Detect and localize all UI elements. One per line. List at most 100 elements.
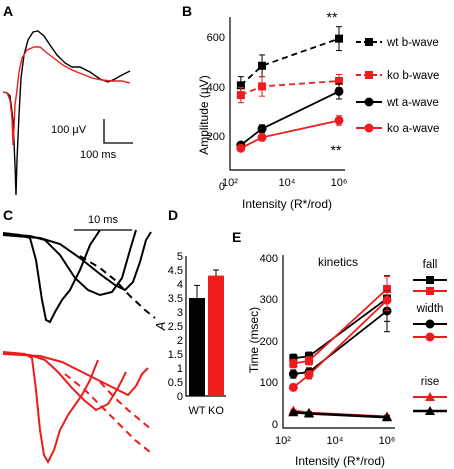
- panel-d-ytick: 0: [177, 391, 183, 403]
- panel-e-ytick: 300: [260, 294, 278, 306]
- panel-d-ytick: 2.5: [168, 321, 183, 333]
- panel-e-axes: [282, 255, 395, 429]
- trace-ko-c: [2, 352, 127, 412]
- trace-wt-c: [79, 255, 156, 319]
- panel-d-ytick: 2: [177, 335, 183, 347]
- legend-marker: [425, 406, 435, 415]
- panel-b-xlabel: Intensity (R*/rod): [242, 197, 332, 211]
- trace-ko-a: [2, 46, 131, 146]
- panel-b-annotation: **: [331, 142, 342, 158]
- panel-b-data-point: [335, 76, 343, 85]
- trace-ko-c: [64, 373, 151, 453]
- panel-e-data-point: [304, 370, 314, 380]
- panel-b-data-point: [334, 86, 344, 96]
- panel-e-ytick: 200: [260, 336, 278, 348]
- legend-label: fall: [423, 259, 438, 271]
- panel-e-ytick: 400: [260, 253, 278, 265]
- panel-b-legend: wt b-wave ko b-wave wt a-wave ko a-wave: [356, 37, 439, 135]
- legend-marker: [425, 319, 435, 329]
- panel-e-xtick: 10⁴: [327, 435, 344, 447]
- trace-ko-c: [2, 351, 99, 465]
- trace-wt-c: [2, 229, 101, 324]
- panel-b-data-point: [257, 132, 267, 142]
- legend-marker: [365, 71, 373, 79]
- legend-marker: [364, 97, 374, 107]
- panel-d-ytick: 3: [177, 307, 183, 319]
- legend-label: ko a-wave: [387, 123, 439, 135]
- panel-e-ytick: 100: [260, 377, 278, 389]
- panel-d-bar: [208, 275, 224, 396]
- panel-e-data-point: [288, 382, 298, 392]
- panel-e-data-point: [305, 356, 313, 365]
- panel-b-annotation: **: [327, 9, 338, 25]
- panel-b-data-point: [236, 91, 245, 100]
- trace-wt-c: [2, 231, 152, 292]
- trace-wt-a: [2, 30, 131, 196]
- legend-label: rise: [421, 376, 440, 388]
- panel-d-ytick: 0.5: [168, 377, 183, 389]
- panel-b-ytick: 600: [207, 32, 225, 44]
- panel-e-data-point: [289, 354, 298, 363]
- panel-b-ytick: 400: [207, 82, 225, 94]
- panel-e-label: E: [232, 229, 241, 245]
- panel-b-series-line: [240, 37, 340, 86]
- panel-d-xtick: WT: [188, 405, 205, 417]
- panel-e-marks: [288, 275, 392, 422]
- panel-c-label: C: [3, 207, 13, 223]
- panel-b-xtick: 10⁴: [279, 177, 296, 189]
- legend-marker: [425, 392, 435, 401]
- panel-b-data-point: [257, 124, 267, 134]
- panel-e-xlabel: Intensity (R*/rod): [295, 454, 385, 468]
- panel-e-data-point: [289, 359, 298, 368]
- legend-marker: [426, 276, 434, 284]
- panel-e-data-point: [383, 284, 391, 293]
- panel-d-marks: [189, 269, 224, 396]
- legend-marker: [425, 332, 435, 342]
- panel-b-data-point: [334, 115, 344, 125]
- panel-a: 100 µV 100 ms: [2, 30, 133, 196]
- panel-d-ytick: 4: [177, 279, 183, 291]
- panel-e-data-point: [288, 407, 299, 417]
- scalebar-c-time: 10 ms: [88, 214, 118, 226]
- panel-e-series-line: [293, 297, 388, 360]
- legend-label: width: [416, 303, 444, 315]
- panel-d-ylabel: A: [153, 322, 168, 332]
- panel-e-ylabel: Time (msec): [247, 307, 261, 373]
- panel-e-ytick: 0: [272, 419, 278, 431]
- legend-marker: [365, 38, 373, 46]
- scalebar-a-time: 100 ms: [80, 149, 117, 161]
- panel-b-marks: [236, 26, 344, 153]
- panel-b-data-point: [335, 34, 343, 43]
- panel-d-bar: [189, 298, 205, 396]
- legend-label: ko b-wave: [387, 70, 439, 82]
- traces-ko-c: [2, 351, 153, 465]
- panel-c: 10 ms: [2, 214, 156, 465]
- panel-e-data-point: [288, 369, 298, 379]
- scalebar-a: [103, 119, 133, 144]
- panel-b-ytick: 200: [207, 131, 225, 143]
- trace-ko-c: [2, 353, 149, 397]
- panel-b-series-line: [240, 90, 340, 146]
- panel-e-xtick: 10²: [275, 435, 291, 447]
- panel-e-data-point: [304, 408, 314, 418]
- panel-e-data-point: [382, 412, 392, 422]
- panel-e-title: kinetics: [318, 255, 358, 269]
- panel-b: Amplitude (µV) Intensity (R*/rod) 600 40…: [197, 9, 439, 211]
- panel-b-data-point: [236, 81, 245, 90]
- traces-wt-c: [2, 229, 156, 324]
- panel-b-series-line: [240, 80, 340, 96]
- panel-b-axes: [229, 17, 345, 171]
- panel-b-xtick: 10²: [222, 177, 238, 189]
- legend-marker: [364, 123, 374, 133]
- panel-a-label: A: [3, 3, 13, 19]
- panel-d-ytick: 3.5: [168, 293, 183, 305]
- panel-d-ytick: 1.5: [168, 349, 183, 361]
- panel-b-data-point: [258, 61, 267, 70]
- trace-ko-c: [99, 381, 153, 431]
- panel-d-label: D: [168, 207, 178, 223]
- panel-e-legend: fall width rise: [413, 259, 447, 415]
- scalebar-a-voltage: 100 µV: [51, 124, 87, 136]
- panel-b-ylabel: Amplitude (µV): [197, 75, 211, 155]
- panel-d: A 5 4.5 4 3.5 3 2.5 2 1.5 1 0.5 0 WT KO: [153, 251, 226, 417]
